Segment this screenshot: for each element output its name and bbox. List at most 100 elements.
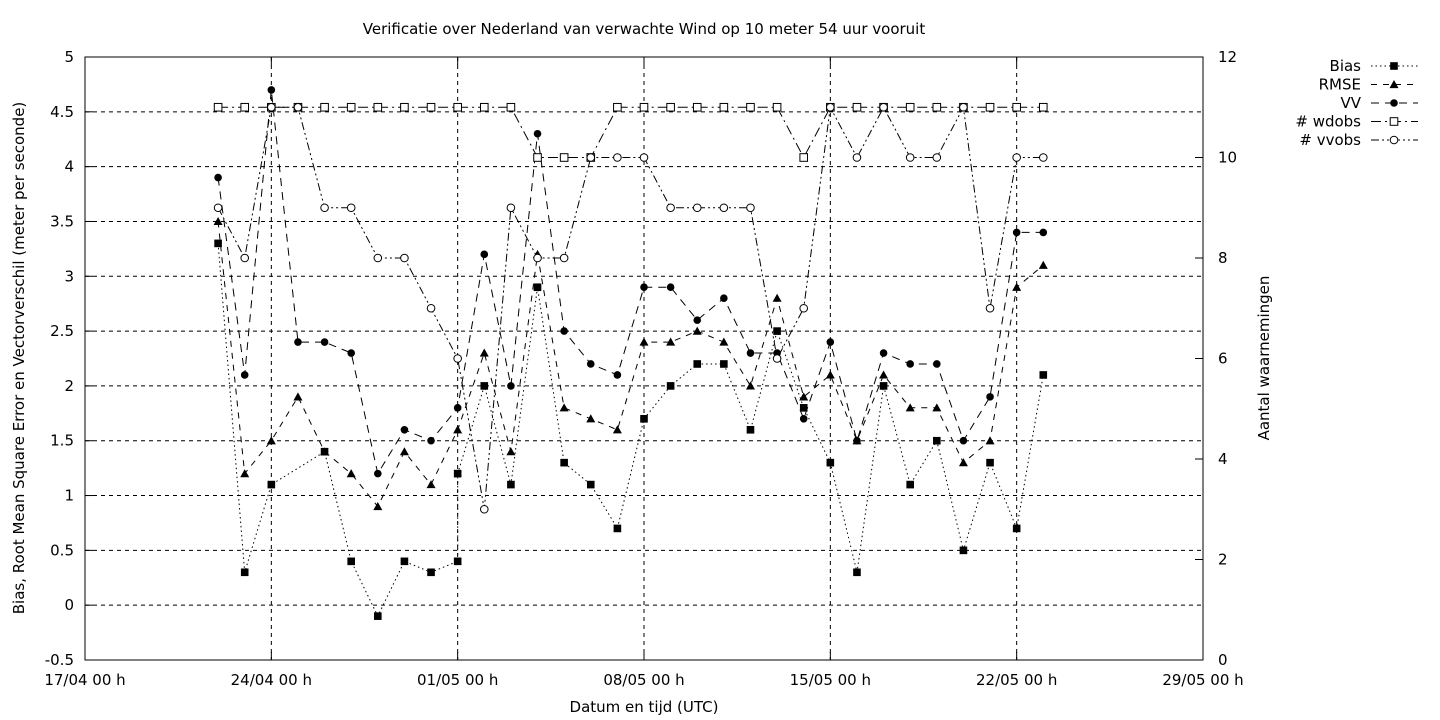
data-point	[400, 425, 409, 434]
data-point	[640, 415, 648, 423]
data-point	[400, 557, 409, 566]
x-tick-label: 08/05 00 h	[603, 671, 684, 689]
data-point	[613, 153, 622, 162]
data-point	[586, 153, 596, 162]
data-point	[933, 436, 941, 445]
legend-marker	[1389, 80, 1399, 89]
data-point	[826, 458, 835, 467]
data-point	[826, 338, 835, 346]
data-point	[453, 404, 462, 412]
data-point	[639, 102, 649, 112]
grid	[85, 57, 1203, 660]
data-point	[560, 458, 568, 467]
data-point	[639, 153, 649, 162]
y-tick-label: 1.5	[50, 432, 74, 450]
data-point	[586, 360, 595, 368]
data-point	[879, 382, 888, 390]
legend-label: # wdobs	[1295, 113, 1361, 131]
data-point	[959, 436, 968, 445]
data-point	[985, 436, 995, 445]
data-point	[799, 303, 809, 313]
data-point	[533, 129, 542, 138]
data-point	[453, 425, 463, 434]
data-point	[293, 392, 303, 401]
data-point	[347, 557, 355, 566]
data-point	[612, 425, 622, 434]
data-point	[879, 349, 888, 357]
data-point	[586, 414, 596, 423]
data-point	[427, 436, 435, 445]
legend-label: Bias	[1330, 57, 1362, 75]
data-point	[799, 415, 808, 423]
data-point	[373, 502, 383, 511]
data-point	[346, 469, 356, 478]
data-point	[267, 102, 276, 112]
data-point	[213, 102, 223, 112]
y-tick-label: 3.5	[50, 212, 74, 230]
data-point	[453, 354, 462, 363]
data-point	[533, 153, 542, 162]
y2-tick-label: 2	[1218, 551, 1228, 569]
data-point	[905, 102, 915, 112]
data-point	[426, 102, 436, 112]
legend-marker	[1390, 99, 1398, 107]
data-point	[932, 403, 942, 412]
x-tick-label: 24/04 00 h	[231, 671, 312, 689]
data-point	[745, 381, 755, 390]
data-point	[958, 458, 968, 467]
y-tick-label: 2	[64, 377, 74, 395]
data-point	[826, 102, 835, 112]
data-point	[825, 370, 835, 379]
data-point	[692, 203, 702, 213]
data-point	[853, 436, 861, 445]
legend-marker	[1389, 117, 1399, 126]
data-point	[666, 337, 676, 346]
series-line	[217, 105, 1044, 510]
data-point	[426, 303, 436, 313]
data-point	[1012, 282, 1022, 291]
data-point	[400, 253, 409, 263]
data-point	[507, 382, 515, 390]
legend-label: RMSE	[1319, 76, 1361, 94]
data-point	[719, 337, 729, 346]
data-point	[533, 253, 542, 263]
data-point	[427, 568, 435, 577]
data-point	[1038, 102, 1048, 112]
data-point	[559, 253, 569, 263]
data-point	[533, 283, 542, 292]
y2-tick-label: 10	[1218, 149, 1237, 167]
data-point	[506, 203, 516, 213]
data-point	[346, 203, 356, 213]
data-point	[1012, 102, 1021, 112]
data-point	[693, 360, 702, 368]
data-point	[214, 239, 222, 248]
x-tick-label: 17/04 00 h	[44, 671, 125, 689]
x-axis-label: Datum en tijd (UTC)	[570, 698, 719, 716]
data-point	[479, 102, 489, 112]
data-point	[426, 480, 436, 489]
data-point	[1012, 153, 1021, 162]
data-point	[266, 436, 276, 445]
data-point	[213, 216, 223, 226]
x-tick-label: 15/05 00 h	[790, 671, 871, 689]
y2-tick-label: 12	[1218, 48, 1237, 66]
data-point	[240, 568, 249, 577]
data-point	[799, 153, 809, 162]
series-group	[213, 86, 1048, 620]
y-tick-label: 3	[64, 267, 74, 285]
data-point	[852, 102, 862, 112]
series-line	[217, 89, 1044, 475]
data-point	[905, 153, 915, 162]
series-line	[217, 221, 1044, 508]
data-point	[1038, 260, 1048, 269]
data-point	[772, 354, 782, 363]
data-point	[985, 102, 995, 112]
data-point	[692, 326, 702, 335]
data-point	[346, 102, 356, 112]
data-point	[267, 480, 276, 489]
legend-marker	[1390, 62, 1398, 70]
data-point	[906, 360, 914, 368]
y-tick-label: 0	[64, 596, 74, 614]
data-point	[613, 371, 622, 379]
